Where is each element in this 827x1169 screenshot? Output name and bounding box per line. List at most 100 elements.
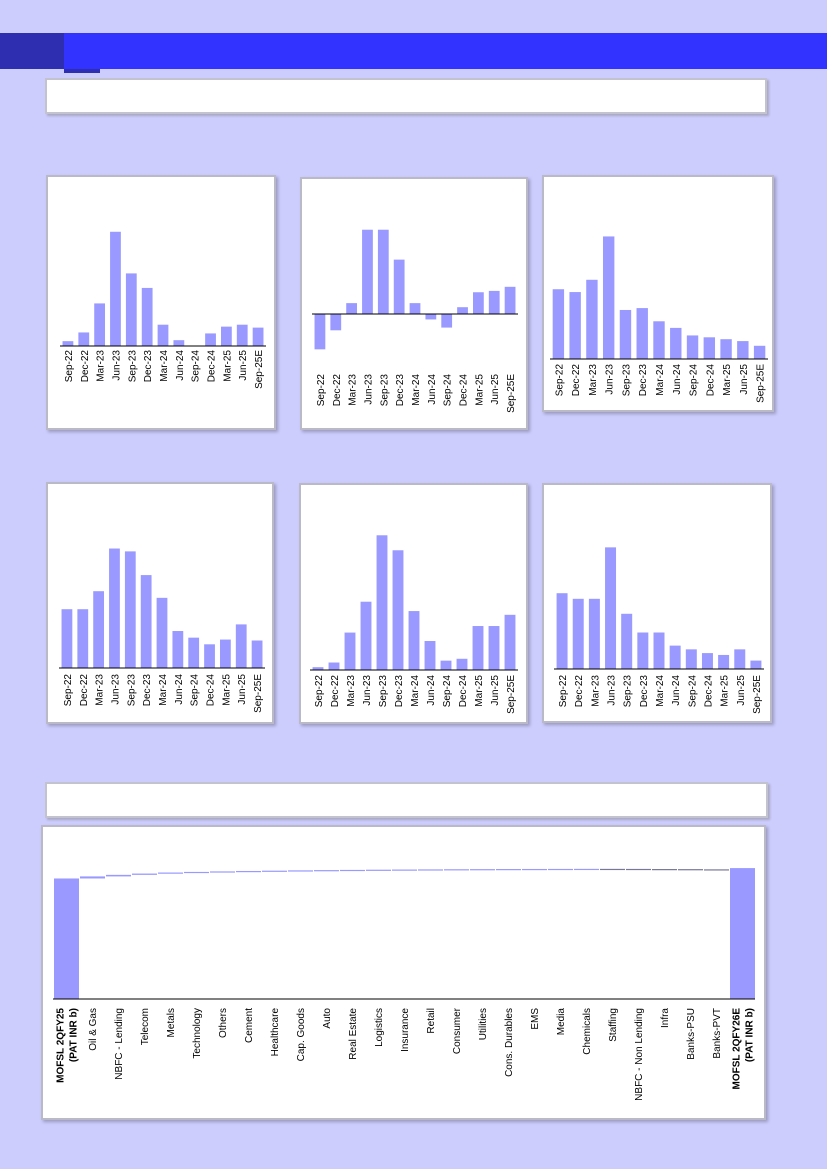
waterfall-panel: MOFSL 2QFY25 (PAT INR b) Oil & Gas NBFC - L… [41,825,766,1120]
chart-5-bar-Dec-23 [392,550,404,670]
waterfall-bar [652,869,677,871]
waterfall-bar [444,869,469,871]
chart-3-tick-label: Sep-22 [554,364,565,397]
waterfall-bar [522,868,547,871]
chart-2-tick-label: Mar-23 [348,374,359,406]
chart-2-bar-Dec-24 [457,307,468,314]
chart-2-bar-Sep-23 [377,229,389,314]
chart-5-bar-Sep-22 [312,667,324,670]
waterfall-tick-label: Media [556,1008,567,1036]
chart-1-tick-label: Mar-24 [159,350,170,382]
chart-2-bar-Mar-23 [346,303,358,315]
chart-4-tick-label: Dec-22 [79,674,90,707]
chart-6-bar-Dec-24 [701,653,713,669]
waterfall-tick-label: Auto [322,1008,333,1029]
chart-3-tick-label: Jun-23 [605,364,616,395]
chart-2-tick-label: Jun-24 [427,374,438,405]
chart-3-tick-label: Dec-22 [571,364,582,397]
chart-6-bar-Sep-24 [685,649,697,669]
chart-4-bar-Sep-23 [124,551,136,668]
chart-6-bar-Sep-25E [750,660,762,669]
chart-5-tick-label: Sep-24 [442,675,453,708]
chart-2-tick-label: Dec-22 [332,374,343,407]
chart-5-tick-label: Sep-23 [378,675,389,708]
chart-3-tick-label: Sep-23 [621,364,632,397]
chart-2-tick-label: Dec-23 [395,374,406,407]
waterfall-tick-label: (PAT INR b) [745,1008,756,1062]
chart-6-bar-Dec-22 [572,598,584,669]
chart-6-bar-Jun-25 [734,649,746,669]
waterfall-bar [418,869,443,871]
chart-5-bar-Sep-25E [504,614,516,670]
chart-3-bar-Sep-23 [619,309,632,359]
chart-3-bar-Jun-25 [737,341,749,359]
chart-4-bar-Jun-23 [109,548,120,668]
chart-4-bar-Dec-23 [140,575,152,668]
chart-2-tick-label: Dec-24 [459,374,470,407]
chart-6-tick-label: Dec-23 [639,675,650,708]
chart-3-bar-Jun-24 [670,327,682,359]
waterfall-tick-label: NBFC - Lending [114,1008,125,1080]
chart-6-tick-label: Mar-25 [720,675,731,707]
waterfall-bar [600,868,625,871]
waterfall-tick-label: Insurance [400,1008,411,1052]
chart-6-tick-label: Jun-25 [736,675,747,706]
chart-1-bar-Mar-25 [221,326,232,346]
chart-5-tick-label: Sep-22 [314,675,325,708]
chart-panel-3: Sep-22 Dec-22 Mar-23 Jun-23 Sep-23 Dec-23 Mar-… [542,175,774,412]
waterfall-tick-label: Staffing [608,1008,619,1042]
chart-5-bar-Mar-25 [472,626,484,670]
waterfall-tick-label: MOFSL 2QFY26E [732,1008,743,1090]
chart-2-bar-Dec-22 [330,314,342,331]
chart-5-bar-Mar-23 [344,632,356,670]
waterfall-bar [340,869,365,872]
chart-1-tick-label: Dec-22 [80,350,91,383]
chart-4-tick-label: Dec-23 [142,674,153,707]
chart-3-bar-Mar-23 [586,279,598,359]
chart-1-bar-Dec-24 [205,333,216,346]
chart-6: Sep-22 Dec-22 Mar-23 Jun-23 Sep-23 Dec-23 Mar-… [554,547,764,714]
waterfall-tick-label: Cap. Goods [296,1008,307,1061]
chart-panel-5: Sep-22 Dec-22 Mar-23 Jun-23 Sep-23 Dec-23 Mar-… [299,483,528,724]
chart-1-tick-label: Jun-23 [111,350,122,381]
chart-5-tick-label: Sep-25E [506,675,517,714]
chart-4-tick-label: Mar-24 [158,674,169,706]
waterfall-bar [288,870,313,872]
chart-6-bar-Mar-24 [653,632,665,669]
chart-4-tick-label: Jun-23 [110,674,121,705]
waterfall-tick-label: Utilities [478,1008,489,1040]
waterfall-tick-label: Banks-PVT [712,1008,723,1059]
chart-4-bar-Mar-24 [156,597,168,668]
chart-panel-1: Sep-22 Dec-22 Mar-23 Jun-23 Sep-23 Dec-23 Mar-… [46,175,276,430]
waterfall-tick-label: Consumer [452,1007,463,1054]
chart-2-tick-label: Sep-23 [379,374,390,407]
chart-3-bar-Dec-22 [569,292,581,359]
chart-1-tick-label: Jun-24 [175,350,186,381]
chart-3-bar-Sep-22 [552,289,565,359]
chart-4: Sep-22 Dec-22 Mar-23 Jun-23 Sep-23 Dec-23 Mar-… [59,548,265,713]
chart-1-tick-label: Mar-25 [222,350,233,382]
chart-1-bar-Jun-24 [173,340,185,346]
chart-5-bar-Sep-24 [440,660,452,670]
chart-3-tick-label: Jun-24 [672,364,683,395]
chart-6-bar-Dec-23 [637,632,649,669]
chart-4-tick-label: Jun-24 [174,674,185,705]
chart-4-tick-label: Dec-24 [206,674,217,707]
chart-6-bar-Mar-25 [718,654,730,669]
chart-panel-6: Sep-22 Dec-22 Mar-23 Jun-23 Sep-23 Dec-23 Mar-… [542,483,772,723]
chart-1-tick-label: Mar-23 [96,350,107,382]
waterfall-bar [548,868,573,871]
waterfall-tick-label: Cons. Durables [504,1008,515,1077]
chart-2-tick-label: Mar-24 [411,374,422,406]
chart-5-bar-Jun-23 [360,601,372,670]
chart-5-bar-Dec-22 [328,662,340,670]
chart-2-bar-Jun-25 [488,290,500,314]
chart-4-tick-label: Sep-25E [253,674,264,713]
chart-2-bar-Jun-23 [362,229,373,314]
waterfall-tick-label: Real Estate [348,1008,359,1060]
waterfall-bar [80,876,105,879]
waterfall-tick-label: NBFC - Non Lending [634,1008,645,1101]
waterfall-bar [678,869,703,871]
waterfall-tick-label: Chemicals [582,1008,593,1055]
waterfall-bar [496,869,521,871]
